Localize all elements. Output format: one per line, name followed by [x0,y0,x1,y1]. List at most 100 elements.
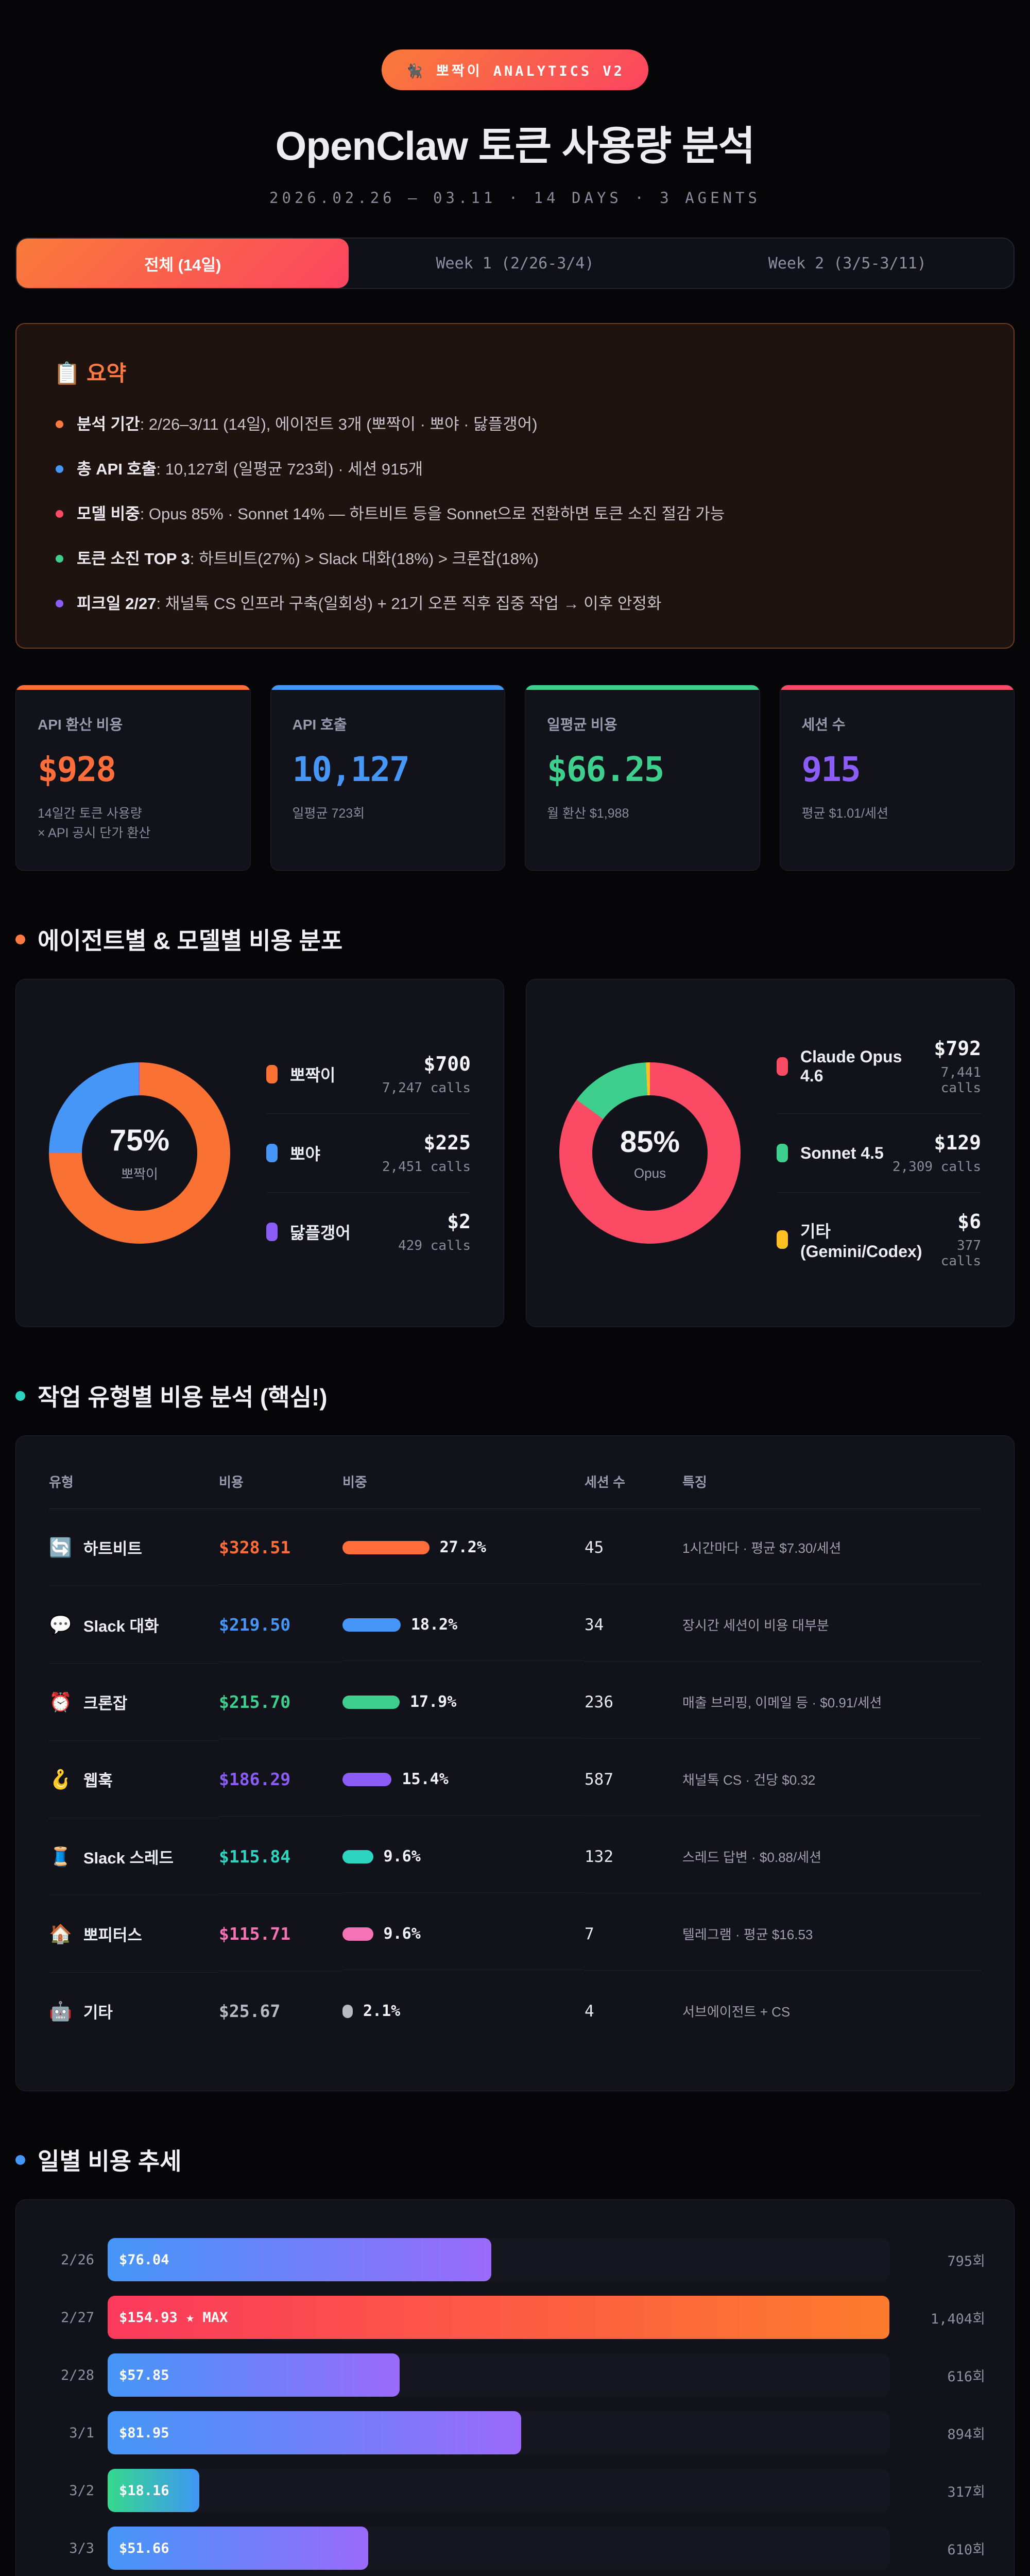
bullet-dot [56,420,63,428]
donut-center-label: 뽀짝이 [121,1166,158,1182]
stat-subtext: 월 환산 $1,988 [547,806,629,821]
stat-value: 915 [801,749,861,789]
column-header-type: 유형 [49,1472,219,1510]
daily-cost-value: $76.04 [119,2251,169,2268]
task-row-sessions: 7 [585,1898,682,1971]
tab-total-14d[interactable]: 전체 (14일) [16,239,349,288]
daily-bar-row: 2/27 $154.93 ★ MAX 1,404회 [45,2296,985,2340]
legend-swatch [777,1057,788,1076]
task-type-table-card: 유형 비용 비중 세션 수 특징 🔄 하트비트 $328.51 27.2% 45 … [15,1435,1015,2092]
task-row-share: 2.1% [342,1975,585,2047]
hook-icon: 🪝 [49,1768,72,1790]
stat-card-sessions: 세션 수 915 평균 $1.01/세션 [779,684,1015,871]
column-header-sessions: 세션 수 [585,1472,682,1510]
daily-cost-bar: $81.95 [108,2411,521,2455]
summary-bullet: 모델 비중: Opus 85% · Sonnet 14% — 하트비트 등을 S… [54,503,976,526]
daily-cost-value: $57.85 [119,2367,169,2383]
column-header-cost: 비용 [219,1472,342,1510]
agent-donut-chart: 75% 뽀짝이 [49,1062,230,1244]
daily-cost-bar: $18.16 [108,2469,199,2513]
task-row-note: 매출 브리핑, 이메일 등 · $0.91/세션 [682,1666,981,1739]
stat-accent-strip [16,685,250,690]
tab-week-2[interactable]: Week 2 (3/5-3/11) [768,254,926,273]
section-task-type-analysis: 작업 유형별 비용 분석 (핵심!) [15,1379,1015,1413]
stat-cards: API 환산 비용 $928 14일간 토큰 사용량 × API 공시 단가 환산… [15,684,1015,871]
task-row-share: 27.2% [342,1512,585,1584]
summary-bullet: 피크일 2/27: 채널톡 CS 인프라 구축(일회성) + 21기 오픈 직후… [54,592,976,616]
daily-bar-row: 3/1 $81.95 894회 [45,2411,985,2455]
daily-date-label: 3/3 [69,2540,94,2556]
task-row-note: 1시간마다 · 평균 $7.30/세션 [682,1511,981,1585]
share-bar [342,1618,401,1632]
summary-list: 분석 기간: 2/26–3/11 (14일), 에이전트 3개 (뽀짝이 · 뽀… [54,413,976,616]
daily-date-label: 2/26 [60,2251,94,2268]
daily-date-label: 2/27 [60,2309,94,2326]
daily-cost-bar: $51.66 [108,2527,369,2570]
stat-card-daily-avg-cost: 일평균 비용 $66.25 월 환산 $1,988 [525,684,760,871]
legend-swatch [266,1065,278,1084]
daily-cost-value: $18.16 [119,2482,169,2499]
donut-center-label: Opus [633,1165,666,1181]
donut-grid: 75% 뽀짝이 뽀짝이 $700 7,247 calls [15,979,1015,1328]
daily-cost-chart: 2/26 $76.04 795회 2/27 $154.93 ★ MAX 1,404회 2/2… [45,2238,985,2576]
daily-cost-value: $154.93 ★ MAX [119,2309,228,2326]
stat-label: API 호출 [292,716,347,733]
section-heading: 작업 유형별 비용 분석 (핵심!) [38,1384,328,1411]
summary-bullet: 총 API 호출: 10,127회 (일평균 723회) · 세션 915개 [54,458,976,481]
task-row-type: 🏠 뽀피터스 [49,1895,219,1973]
share-bar [342,1927,373,1941]
daily-call-count: 1,404회 [930,2311,985,2327]
daily-bar-track: $18.16 [108,2469,889,2513]
page-title: OpenClaw 토큰 사용량 분석 [275,123,756,168]
legend-row: 닳플갱어 $2 429 calls [266,1192,471,1271]
column-header-notes: 특징 [682,1472,981,1510]
share-bar [342,1850,373,1863]
bullet-dot [56,554,63,563]
tab-week-1[interactable]: Week 1 (2/26-3/4) [436,254,594,273]
task-row-share: 15.4% [342,1743,585,1816]
task-row-note: 서브에이전트 + CS [682,2004,791,2020]
robot-icon: 🤖 [49,2000,72,2022]
house-icon: 🏠 [49,1923,72,1944]
legend-swatch [777,1230,788,1249]
daily-bar-track: $154.93 ★ MAX [108,2296,889,2340]
task-row-sessions: 45 [585,1512,682,1584]
task-row-cost: $219.50 [219,1588,342,1663]
task-row-share: 17.9% [342,1666,585,1739]
model-donut-legend: Claude Opus 4.6 $792 7,441 calls Sonnet … [777,1020,981,1286]
stat-subtext: 평균 $1.01/세션 [801,806,888,821]
daily-bar-track: $81.95 [108,2411,889,2455]
daily-cost-value: $81.95 [119,2425,169,2441]
daily-bar-row: 3/2 $18.16 317회 [45,2469,985,2513]
share-bar [342,2004,353,2018]
column-header-share: 비중 [342,1472,585,1510]
daily-call-count: 795회 [947,2253,985,2269]
task-row-sessions: 4 [585,2002,594,2021]
section-daily-cost-trend: 일별 비용 추세 [15,2143,1015,2177]
task-row-cost: $115.84 [219,1820,342,1894]
task-row-type: ⏰ 크론잡 [49,1664,219,1741]
task-row-cost: $115.71 [219,1897,342,1972]
daily-call-count: 317회 [947,2484,985,2500]
task-row-share: 9.6% [342,1898,585,1971]
stat-label: 일평균 비용 [547,716,617,733]
task-row-note: 스레드 답변 · $0.88/세션 [682,1820,981,1894]
heartbeat-icon: 🔄 [49,1536,72,1558]
donut-center-value: 75% [109,1124,170,1158]
daily-cost-bar: $57.85 [108,2353,400,2397]
legend-row: Claude Opus 4.6 $792 7,441 calls [777,1020,981,1113]
task-row-sessions: 34 [585,1589,682,1662]
task-row-note: 채널톡 CS · 건당 $0.32 [682,1743,981,1817]
summary-bullet: 분석 기간: 2/26–3/11 (14일), 에이전트 3개 (뽀짝이 · 뽀… [54,413,976,436]
stat-subtext: 일평균 723회 [292,806,365,821]
daily-date-label: 3/2 [69,2482,94,2499]
daily-cost-bar: $154.93 ★ MAX [108,2296,889,2340]
agent-donut-legend: 뽀짝이 $700 7,247 calls 뽀야 $225 2,451 calls [266,1035,471,1271]
share-bar [342,1772,392,1786]
bullet-dot [56,510,63,518]
agent-cost-donut-card: 75% 뽀짝이 뽀짝이 $700 7,247 calls [15,979,504,1328]
task-row-type: 🔄 하트비트 [49,1509,219,1587]
daily-cost-bar: $76.04 [108,2238,492,2282]
legend-row: 기타 (Gemini/Codex) $6 377 calls [777,1192,981,1286]
